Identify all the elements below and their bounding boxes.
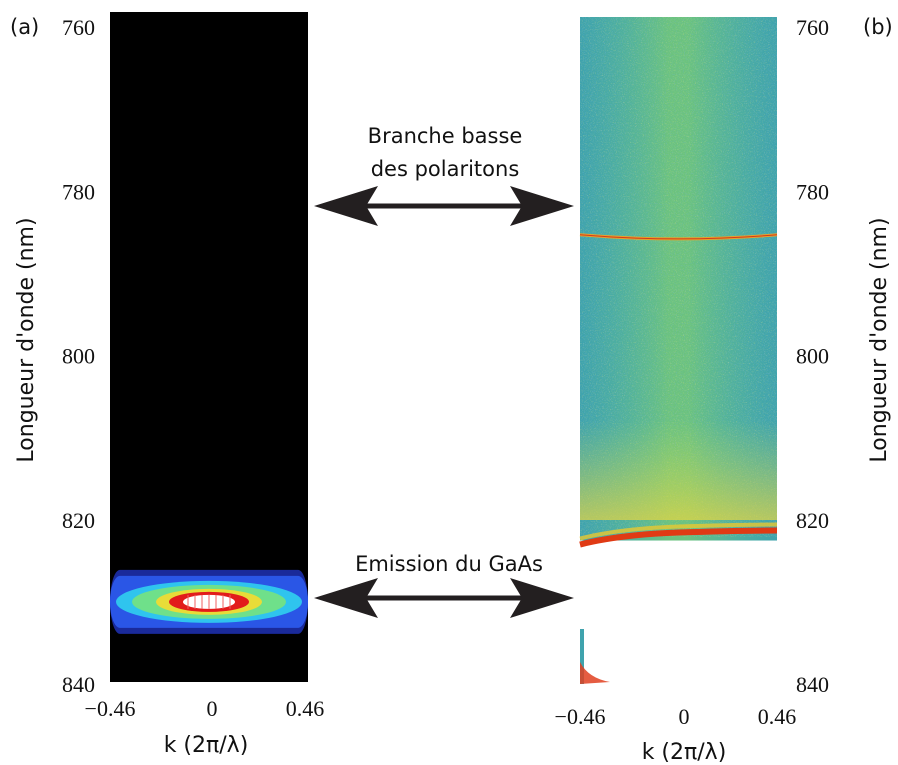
polariton-label-line1: Branche basse <box>368 124 523 148</box>
absorption-edge <box>579 527 778 548</box>
residual-red-corner <box>580 662 610 684</box>
gaas-emission-label: Emission du GaAs <box>355 552 543 576</box>
x-tick-label: 0 <box>207 696 218 721</box>
x-tick-label: −0.46 <box>85 696 136 721</box>
gaas-double-arrow <box>314 578 574 618</box>
y-tick-label: 760 <box>62 15 95 40</box>
x-tick-label: 0.46 <box>286 696 325 721</box>
y-tick-label: 820 <box>62 508 95 533</box>
panel-a: (a) Longueur d'onde (nm) k (2π/λ) 760 780… <box>10 12 324 758</box>
y-tick-label: 840 <box>62 672 95 697</box>
panel-b-xlabel: k (2π/λ) <box>642 740 727 765</box>
panel-b-x-ticks: −0.46 0 0.46 <box>555 704 797 729</box>
x-tick-label: −0.46 <box>555 704 606 729</box>
polariton-branch-core <box>579 234 778 240</box>
absorption-edge-yellow <box>579 522 778 541</box>
polariton-label-line2: des polaritons <box>371 157 520 181</box>
y-tick-label: 800 <box>796 344 829 369</box>
y-tick-label: 780 <box>796 179 829 204</box>
saturated-region <box>578 540 779 700</box>
panel-b-label: (b) <box>863 15 893 39</box>
plot-b-spectrum <box>578 233 779 700</box>
panel-b-ylabel: Longueur d'onde (nm) <box>867 217 892 462</box>
y-tick-label: 840 <box>796 672 829 697</box>
y-tick-label: 760 <box>796 15 829 40</box>
panel-a-xlabel: k (2π/λ) <box>164 733 249 758</box>
y-tick-label: 800 <box>62 344 95 369</box>
x-tick-label: 0.46 <box>758 704 797 729</box>
panel-b: (b) Longueur d'onde (nm) k (2π/λ) 760 780… <box>555 15 893 765</box>
y-tick-label: 820 <box>796 508 829 533</box>
plot-a-spectrum <box>110 569 308 634</box>
panel-b-y-ticks: 760 780 800 820 840 <box>796 15 829 697</box>
panel-a-label: (a) <box>10 15 39 39</box>
x-tick-label: 0 <box>679 704 690 729</box>
annotations: Branche basse des polaritons Emission du… <box>314 124 574 618</box>
plot-b-bottom-glow <box>580 420 777 520</box>
y-tick-label: 780 <box>62 179 95 204</box>
panel-a-y-ticks: 760 780 800 820 840 <box>62 15 95 697</box>
panel-a-ylabel: Longueur d'onde (nm) <box>14 217 39 462</box>
panel-a-x-ticks: −0.46 0 0.46 <box>85 696 325 721</box>
polariton-double-arrow <box>314 186 574 226</box>
residual-left-strip <box>580 629 584 684</box>
